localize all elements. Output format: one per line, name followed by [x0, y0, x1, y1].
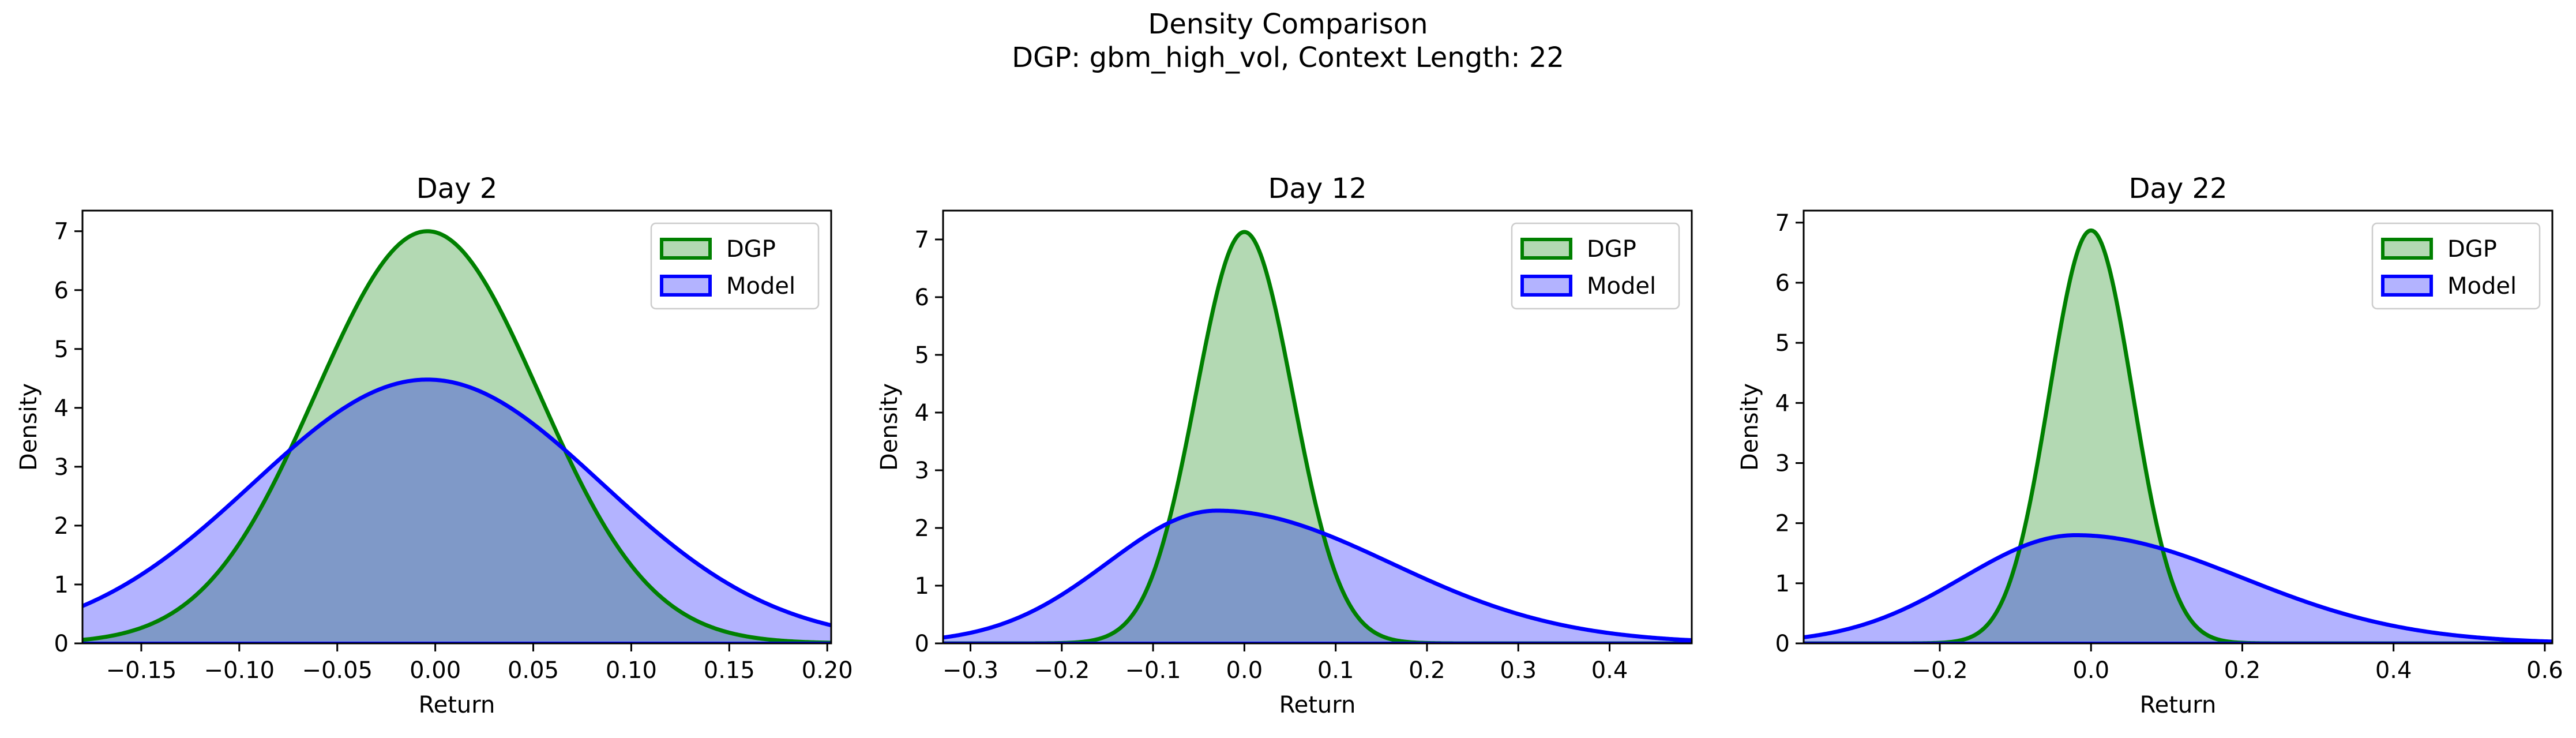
- y-tick-label: 6: [54, 278, 69, 304]
- chart-panel-3: −0.2 0.0 0.2 0.4 0.6 0 1 2 3 4 5 6 7 Day 22 Return Dens…: [1737, 173, 2563, 718]
- y-tick-label: 1: [54, 572, 69, 598]
- x-tick-label: −0.1: [1125, 657, 1181, 684]
- legend-label: Model: [2447, 273, 2517, 299]
- legend-swatch-dgp: [2381, 238, 2433, 260]
- x-tick-label: 0.1: [1317, 657, 1354, 684]
- legend: DGP Model: [650, 222, 820, 310]
- x-tick-label: 0.2: [2224, 657, 2261, 684]
- x-axis-label: Return: [2140, 692, 2217, 718]
- overlap-density-area: [943, 511, 1692, 643]
- legend: DGP Model: [2371, 222, 2541, 310]
- x-tick-label: 0.20: [802, 657, 853, 684]
- y-axis-label: Density: [1737, 383, 1763, 471]
- y-tick-label: 3: [1775, 451, 1790, 477]
- x-axis-label: Return: [419, 692, 495, 718]
- overlap-density-area: [1804, 535, 2552, 643]
- x-tick-label: 0.00: [410, 657, 461, 684]
- x-tick-label: −0.05: [302, 657, 373, 684]
- dgp-density-line: [82, 229, 831, 643]
- y-tick-label: 5: [54, 336, 69, 363]
- y-tick-label: 3: [915, 458, 929, 484]
- y-axis-label: Density: [16, 383, 42, 471]
- y-tick-label: 7: [1775, 210, 1790, 237]
- model-density-line: [1804, 533, 2552, 643]
- y-axis-label: Density: [876, 383, 903, 471]
- legend-swatch-model: [2381, 275, 2433, 297]
- y-tick-label: 0: [1775, 631, 1790, 657]
- plot-frame: [942, 209, 1693, 645]
- y-tick-label: 5: [915, 342, 929, 369]
- legend-swatch-model: [660, 275, 712, 297]
- x-tick-label: 0.10: [606, 657, 657, 684]
- y-tick-label: 0: [915, 631, 929, 657]
- x-tick-label: 0.0: [1226, 657, 1263, 684]
- model-density-line: [82, 377, 831, 628]
- y-tick-label: 1: [1775, 571, 1790, 597]
- x-tick-label: 0.4: [1591, 657, 1628, 684]
- y-tick-label: 6: [915, 284, 929, 311]
- chart-panel-2: −0.3 −0.2 −0.1 0.0 0.1 0.2 0.3 0.4 0 1 2 3 4 5 6 7 Day 1…: [876, 173, 1693, 718]
- legend-swatch-dgp: [660, 238, 712, 260]
- y-tick-label: 2: [1775, 511, 1790, 537]
- panel-title: Day 12: [1268, 173, 1366, 205]
- y-tick-label: 4: [54, 395, 69, 422]
- x-axis-label: Return: [1279, 692, 1356, 718]
- figure-subtitle: DGP: gbm_high_vol, Context Length: 22: [1012, 42, 1564, 74]
- x-tick-label: 0.2: [1409, 657, 1445, 684]
- chart-panel-1: −0.15 −0.10 −0.05 0.00 0.05 0.10 0.15 0.20 0 1 2 3 4…: [16, 173, 853, 718]
- x-tick-label: −0.2: [1912, 657, 1967, 684]
- model-density-line: [943, 508, 1692, 643]
- legend-label: Model: [726, 273, 795, 299]
- x-tick-label: 0.6: [2526, 657, 2563, 684]
- x-tick-label: −0.3: [942, 657, 998, 684]
- y-tick-label: 3: [54, 454, 69, 481]
- plot-frame: [1803, 209, 2554, 645]
- y-tick-label: 5: [1775, 330, 1790, 357]
- plot-frame: [81, 209, 832, 645]
- y-tick-label: 4: [915, 400, 929, 426]
- x-tick-label: 0.4: [2375, 657, 2412, 684]
- legend: DGP Model: [1511, 222, 1680, 310]
- x-tick-label: −0.15: [106, 657, 177, 684]
- legend-swatch-dgp: [1520, 238, 1572, 260]
- panel-title: Day 22: [2128, 173, 2227, 205]
- x-tick-label: −0.10: [204, 657, 275, 684]
- legend-label: DGP: [2447, 236, 2497, 263]
- y-tick-label: 0: [54, 631, 69, 657]
- y-tick-label: 7: [915, 227, 929, 253]
- legend-label: DGP: [1587, 236, 1636, 263]
- figure-title: Density Comparison: [1148, 8, 1428, 40]
- y-tick-label: 2: [54, 513, 69, 540]
- x-tick-label: 0.3: [1500, 657, 1537, 684]
- y-tick-label: 1: [915, 573, 929, 600]
- y-tick-label: 2: [915, 515, 929, 542]
- legend-swatch-model: [1520, 275, 1572, 297]
- y-tick-label: 7: [54, 219, 69, 245]
- legend-label: DGP: [726, 236, 776, 263]
- y-tick-label: 4: [1775, 390, 1790, 417]
- x-tick-label: 0.15: [704, 657, 755, 684]
- panel-title: Day 2: [416, 173, 498, 205]
- x-tick-label: 0.0: [2072, 657, 2109, 684]
- legend-label: Model: [1587, 273, 1656, 299]
- overlap-density-area: [82, 379, 831, 643]
- x-tick-label: 0.05: [508, 657, 559, 684]
- x-tick-label: −0.2: [1034, 657, 1090, 684]
- y-tick-label: 6: [1775, 270, 1790, 297]
